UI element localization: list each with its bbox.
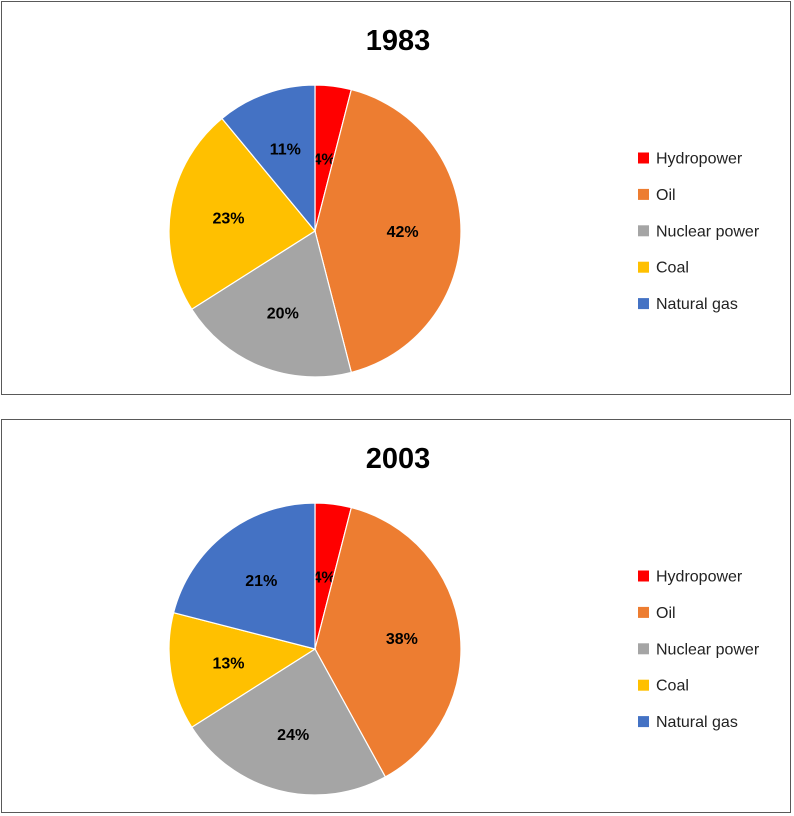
legend-swatch-hydropower-2003 <box>638 570 649 582</box>
pie-slice-coal-1983 <box>168 117 316 311</box>
legend-label-hydropower-2003: Hydropower <box>656 569 743 586</box>
slice-label-coal-2003: 13% <box>212 656 244 673</box>
slice-label-nuclear-power-1983: 20% <box>267 305 299 322</box>
chart-title-1983: 1983 <box>366 25 431 57</box>
legend-swatch-oil-2003 <box>638 606 649 618</box>
legend-label-coal-2003: Coal <box>656 678 689 695</box>
pie-slice-natural-gas-2003 <box>172 502 316 650</box>
legend-swatch-natural-gas-1983 <box>638 298 649 310</box>
pie-slice-oil-2003 <box>314 506 462 778</box>
legend-swatch-nuclear-power-2003 <box>638 643 649 655</box>
pie-slice-coal-2003 <box>168 611 317 729</box>
chart-panel-1983: 1983 4% 42% 20% 23% 11% Hydropower Oil Nuclear p… <box>1 1 791 395</box>
pie-slice-natural-gas-1983 <box>221 84 316 233</box>
legend-label-oil-1983: Oil <box>656 187 676 204</box>
pie-chart-svg-1983: 1983 4% 42% 20% 23% 11% Hydropower Oil Nuclear p… <box>168 25 760 378</box>
slice-label-coal-1983: 23% <box>212 210 244 227</box>
slice-label-nuclear-power-2003: 24% <box>277 727 309 744</box>
chart-panel-2003: 2003 4% 38% 24% 13% 21% Hydropower Oil Nuclear p… <box>1 419 791 813</box>
pie-slice-oil-1983 <box>314 88 462 374</box>
legend-label-natural-gas-2003: Natural gas <box>656 714 738 731</box>
legend-swatch-coal-1983 <box>638 261 649 273</box>
legend-swatch-natural-gas-2003 <box>638 716 649 728</box>
legend-label-coal-1983: Coal <box>656 260 689 277</box>
slice-label-hydropower-2003: 4% <box>313 570 336 587</box>
legend-label-natural-gas-1983: Natural gas <box>656 296 738 313</box>
slice-label-oil-2003: 38% <box>386 631 418 648</box>
slice-label-hydropower-1983: 4% <box>313 152 336 169</box>
legend-swatch-coal-2003 <box>638 679 649 691</box>
pie-slice-nuclear-power-2003 <box>190 648 387 796</box>
legend-label-nuclear-power-2003: Nuclear power <box>656 641 760 658</box>
legend-swatch-hydropower-1983 <box>638 152 649 164</box>
chart-title-2003: 2003 <box>366 443 431 475</box>
slice-label-oil-1983: 42% <box>387 224 419 241</box>
legend-label-nuclear-power-1983: Nuclear power <box>656 223 760 240</box>
legend-label-hydropower-1983: Hydropower <box>656 151 743 168</box>
slice-label-natural-gas-2003: 21% <box>245 573 277 590</box>
legend-swatch-oil-1983 <box>638 188 649 200</box>
pie-slice-nuclear-power-1983 <box>190 230 353 378</box>
pie-chart-svg-2003: 2003 4% 38% 24% 13% 21% Hydropower Oil Nuclear p… <box>168 443 760 796</box>
slice-label-natural-gas-1983: 11% <box>270 142 301 159</box>
legend-swatch-nuclear-power-1983 <box>638 225 649 237</box>
legend-label-oil-2003: Oil <box>656 605 676 622</box>
